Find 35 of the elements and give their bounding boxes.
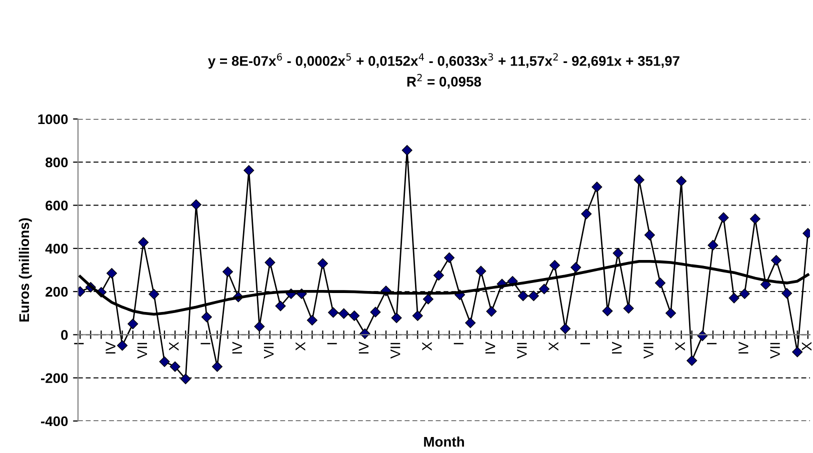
y-tick-label: 600 — [46, 200, 68, 210]
x-tick-label: I — [580, 342, 590, 344]
x-tick-label: IV — [232, 342, 242, 354]
x-tick-label: I — [200, 342, 210, 344]
x-tick-label: X — [296, 342, 306, 351]
x-tick-label: VII — [770, 342, 780, 359]
x-tick-label: VII — [390, 342, 400, 359]
x-tick-label: VII — [517, 342, 527, 359]
y-tick-label: 400 — [45, 244, 68, 254]
x-tick-label: X — [169, 342, 179, 351]
y-tick-label: 0 — [61, 330, 68, 340]
y-tick-label: 200 — [46, 286, 68, 297]
chart-title: y = 8E-07x$^{6}$ - 0,0002x$^{5}$ + 0,0152x$^{4}$ - 0,6033x$^{3}$ + 11,57x$^{2}$ - 92,691x + 351,97 — [208, 53, 680, 69]
x-tick-label: I — [327, 342, 337, 344]
x-tick-label: IV — [612, 342, 622, 354]
x-tick-label: VII — [644, 342, 654, 359]
x-tick-label: I — [454, 342, 464, 344]
x-tick-label: X — [675, 342, 685, 351]
x-tick-label: IV — [358, 342, 368, 354]
x-tick-label: X — [548, 342, 558, 351]
x-tick-label: VII — [137, 342, 147, 359]
y-tick-label: -200 — [41, 373, 68, 384]
x-tick-label: IV — [106, 342, 116, 354]
chart-subtitle: R$^{2}$ = 0,0958 — [407, 74, 482, 89]
y-tick-label: 800 — [46, 157, 68, 168]
y-tick-label: -400 — [41, 416, 68, 426]
x-tick-label: IV — [738, 342, 748, 354]
x-tick-label: X — [802, 342, 812, 351]
y-tick-label: 1000 — [38, 114, 68, 124]
x-axis-title: Month — [424, 436, 464, 447]
x-tick-label: IV — [486, 342, 496, 354]
x-tick-label: I — [707, 342, 717, 344]
x-tick-label: X — [422, 342, 432, 351]
x-tick-label: VII — [264, 342, 274, 359]
y-axis-title: Euros (millions) — [18, 218, 32, 322]
